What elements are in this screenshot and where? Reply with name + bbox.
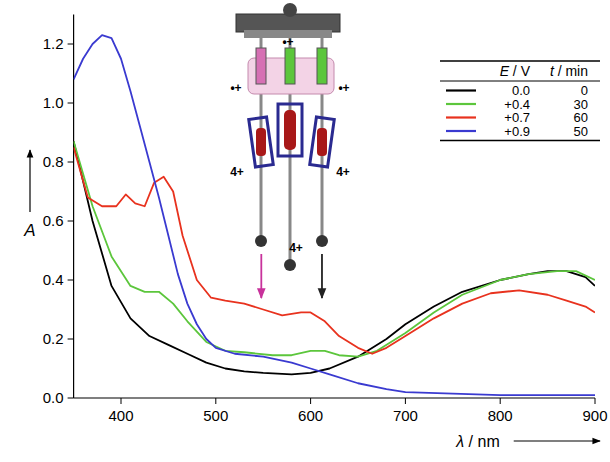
ball (316, 235, 328, 247)
x-tick-label: 900 (582, 407, 607, 424)
inset-label: •+ (338, 81, 349, 95)
inset-label: •+ (230, 81, 241, 95)
text-part: / nm (464, 433, 500, 450)
text-part: λ (455, 433, 464, 450)
legend-swatch (446, 130, 476, 132)
y-tick (68, 162, 74, 163)
series-line (74, 141, 595, 374)
y-axis-arrow (29, 150, 30, 212)
x-tick-label: 400 (108, 407, 133, 424)
legend-header: t / min (550, 63, 588, 79)
y-tick (68, 44, 74, 45)
x-tick (405, 398, 406, 404)
y-tick-label: 0.6 (43, 212, 64, 229)
x-tick (121, 398, 122, 404)
unit (256, 128, 266, 156)
wavelength-arrow (260, 254, 262, 298)
ring (278, 104, 302, 156)
y-axis-title: A (23, 221, 35, 240)
y-tick (68, 339, 74, 340)
unit (256, 48, 266, 84)
wavelength-arrow (321, 254, 323, 298)
legend-swatch (446, 116, 476, 118)
x-tick-label: 600 (298, 407, 323, 424)
legend-rule (440, 81, 600, 82)
x-tick (310, 398, 311, 404)
legend-label: +0.9 (504, 124, 530, 139)
inset-label: 4+ (336, 165, 350, 179)
series-line (74, 147, 595, 354)
ball (283, 3, 297, 17)
x-tick (500, 398, 501, 404)
legend-rule (440, 60, 600, 62)
y-tick-label: 0.4 (43, 271, 64, 288)
x-axis-line (74, 397, 595, 398)
chart: 0.0 0.2 0.4 0.6 0.8 1.0 1.2 400 500 600 700 800 900 A… (0, 0, 610, 462)
legend-swatch (446, 89, 476, 91)
x-axis-arrow (514, 440, 600, 441)
y-tick-label: 0.0 (43, 389, 64, 406)
text-part: / min (554, 63, 588, 79)
text-part: / V (509, 63, 531, 79)
inset-label: •+ (282, 35, 293, 49)
unit (317, 128, 327, 156)
ball (284, 259, 296, 271)
y-tick-label: 0.2 (43, 330, 64, 347)
series-line (74, 35, 595, 395)
unit (285, 48, 295, 84)
unit (284, 110, 296, 150)
y-tick (68, 103, 74, 104)
x-tick (595, 398, 596, 404)
x-tick-label: 800 (488, 407, 513, 424)
y-axis-line (73, 15, 74, 399)
legend: E / Vt / min0.00+0.430+0.760+0.950 (440, 61, 600, 141)
ring (249, 117, 274, 167)
ball (255, 235, 267, 247)
text-part: A (23, 221, 35, 240)
x-tick-label: 700 (393, 407, 418, 424)
plot-area (74, 35, 595, 395)
y-tick (68, 398, 74, 399)
inset-cartoon: •+ •+ •+ 4+ 4+ 4+ (230, 3, 350, 298)
unit (317, 48, 327, 84)
y-tick (68, 280, 74, 281)
y-tick (68, 221, 74, 222)
y-tick-label: 1.2 (43, 35, 64, 52)
x-tick-label: 500 (203, 407, 228, 424)
legend-header: E / V (500, 63, 531, 79)
legend-rule (440, 140, 600, 142)
inset-label: 4+ (289, 241, 303, 255)
x-tick (215, 398, 216, 404)
x-axis-title: λ / nm (455, 433, 499, 450)
legend-time: 50 (574, 124, 588, 139)
y-tick-label: 0.8 (43, 153, 64, 170)
y-tick-label: 1.0 (43, 94, 64, 111)
legend-swatch (446, 103, 476, 105)
inset-label: 4+ (230, 165, 244, 179)
ring (310, 117, 335, 167)
